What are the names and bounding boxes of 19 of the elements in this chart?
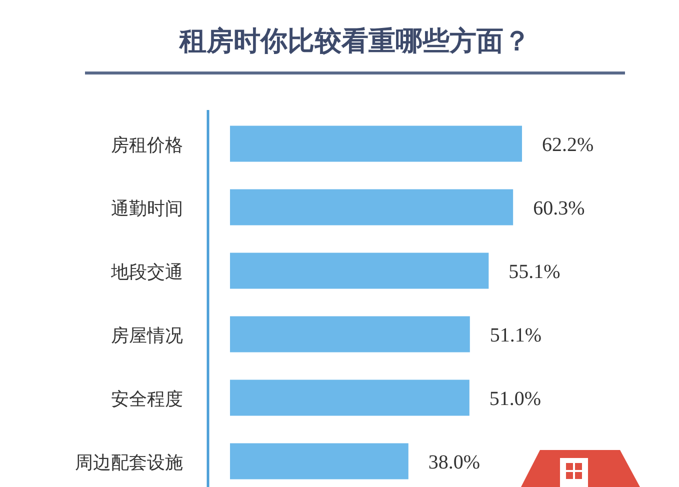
bar <box>230 126 522 162</box>
data-label: 55.1% <box>508 260 560 283</box>
data-label: 38.0% <box>428 451 480 474</box>
bar <box>230 443 408 480</box>
chart-title: 租房时你比较看重哪些方面？ <box>178 26 530 57</box>
y-tick-label: 安全程度 <box>111 388 183 410</box>
data-label: 51.0% <box>489 388 542 410</box>
bar <box>230 380 470 416</box>
bar <box>230 189 514 226</box>
y-tick-label: 周边配套设施 <box>75 452 183 474</box>
y-tick-label: 房租价格 <box>111 134 183 156</box>
data-label: 60.3% <box>533 197 585 220</box>
bar <box>230 252 489 289</box>
data-label: 62.2% <box>542 134 594 156</box>
y-tick-label: 地段交通 <box>110 262 183 283</box>
data-label: 51.1% <box>490 324 542 346</box>
y-tick-label: 通勤时间 <box>111 198 183 220</box>
y-tick-label: 房屋情况 <box>111 325 183 346</box>
bar <box>230 316 470 352</box>
